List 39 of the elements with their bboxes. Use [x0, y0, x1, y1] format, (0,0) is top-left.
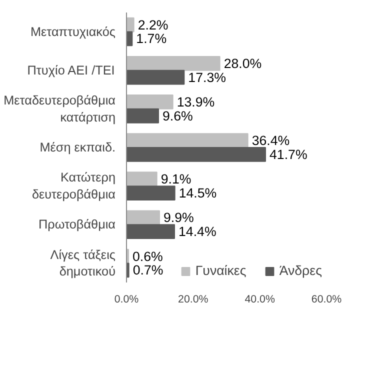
data-label: 9.9%: [164, 210, 194, 226]
y-tick-label: Πρωτοβάθμια: [38, 218, 116, 232]
y-tick-label: Πτυχίο ΑΕΙ /ΤΕΙ: [27, 63, 115, 78]
y-tick-label: Λίγες τάξεις δημοτικού: [50, 248, 116, 279]
data-label: 9.1%: [160, 172, 192, 187]
bar: [126, 186, 176, 200]
bar: [126, 210, 160, 226]
bar: [126, 17, 134, 32]
legend-label: Άνδρες: [279, 263, 322, 278]
y-tick-label: Μέση εκπαιδ.: [40, 140, 116, 154]
data-label: 1.7%: [136, 31, 167, 46]
bar: [126, 262, 130, 278]
bar: [126, 172, 158, 187]
bar: [126, 108, 159, 124]
x-tick-label: 0.0%: [114, 294, 140, 306]
data-label: 2.2%: [138, 17, 168, 32]
data-label: 36.4%: [252, 133, 290, 148]
data-label: 9.6%: [162, 108, 194, 124]
bar: [126, 94, 174, 110]
bar: [126, 70, 185, 85]
x-tick-label: 60.0%: [311, 294, 342, 306]
bar: [126, 133, 248, 148]
x-tick-label: 40.0%: [244, 294, 276, 306]
data-label: 0.7%: [132, 262, 164, 278]
bar: [126, 147, 266, 162]
data-label: 17.3%: [188, 70, 226, 85]
data-label: 14.5%: [178, 186, 217, 201]
bar: [126, 56, 220, 71]
legend-label: Γυναίκες: [195, 263, 246, 278]
data-label: 14.4%: [178, 224, 216, 240]
data-label: 13.9%: [176, 94, 215, 110]
x-tick-label: 20.0%: [178, 294, 209, 306]
data-label: 28.0%: [224, 56, 262, 71]
data-label: 41.7%: [270, 146, 308, 162]
y-tick-label: Μεταπτυχιακός: [30, 24, 116, 39]
bar: [126, 224, 175, 240]
data-label: 0.6%: [132, 248, 164, 264]
y-tick-label: Μεταδευτεροβάθμια κατάρτιση: [4, 94, 116, 124]
y-tick-label: Κατώτερη δευτεροβάθμια: [32, 170, 116, 202]
